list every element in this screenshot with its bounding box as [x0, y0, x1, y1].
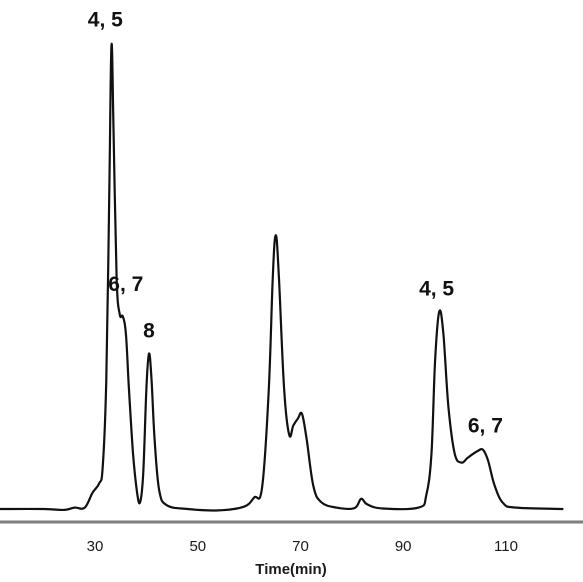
- x-tick-label: 110: [494, 538, 518, 555]
- peak-annotation: 8: [143, 319, 155, 342]
- x-tick-label: 30: [87, 538, 104, 555]
- x-axis-title: Time(min): [255, 561, 326, 578]
- peak-annotation: 4, 5: [419, 278, 454, 301]
- x-tick-label: 50: [189, 538, 206, 555]
- peak-annotation: 4, 5: [88, 8, 123, 31]
- peak-annotation: 6, 7: [108, 273, 143, 296]
- peak-annotation: 6, 7: [468, 414, 503, 437]
- chromatogram-trace: [0, 42, 564, 512]
- peak-annotations: 4, 56, 784, 56, 7: [88, 8, 503, 437]
- x-tick-label: 70: [292, 538, 309, 555]
- x-tick-label: 90: [395, 538, 412, 555]
- x-axis-ticks: 30 50 70 90 110: [87, 538, 518, 555]
